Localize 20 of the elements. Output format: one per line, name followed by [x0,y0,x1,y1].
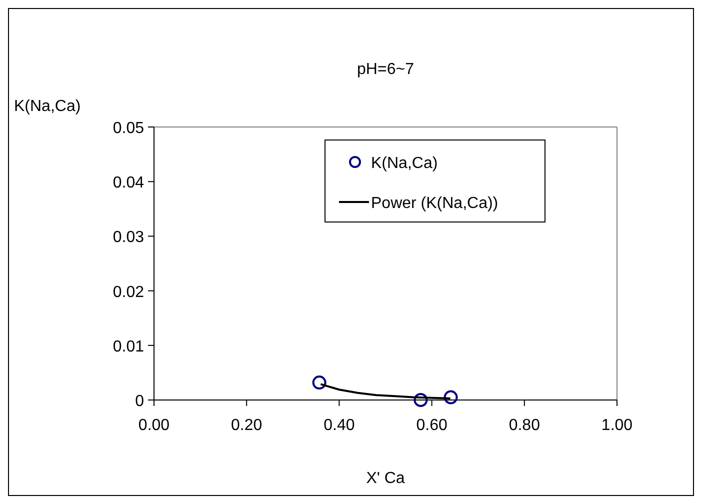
legend-label: K(Na,Ca) [371,155,438,172]
x-tick-label: 1.00 [601,417,633,434]
x-tick-label: 0.80 [508,417,540,434]
y-tick-label: 0 [135,393,144,410]
x-axis-title: X' Ca [366,470,405,487]
x-tick-label: 0.60 [416,417,448,434]
y-axis-title: K(Na,Ca) [14,98,81,115]
y-tick-label: 0.03 [112,229,144,246]
point [444,390,458,404]
x-tick-label: 0.40 [324,417,355,434]
y-tick-label: 0.01 [112,338,144,356]
x-tick-label: 0.00 [138,417,170,434]
legend-label: Power (K(Na,Ca)) [371,195,498,212]
y-tick-label: 0.05 [112,120,144,137]
point [414,393,428,407]
y-tick-label: 0.04 [112,174,144,192]
chart-title: pH=6~7 [357,61,414,78]
x-tick-label: 0.20 [231,417,262,434]
y-tick-label: 0.02 [112,284,144,301]
point [312,376,326,390]
